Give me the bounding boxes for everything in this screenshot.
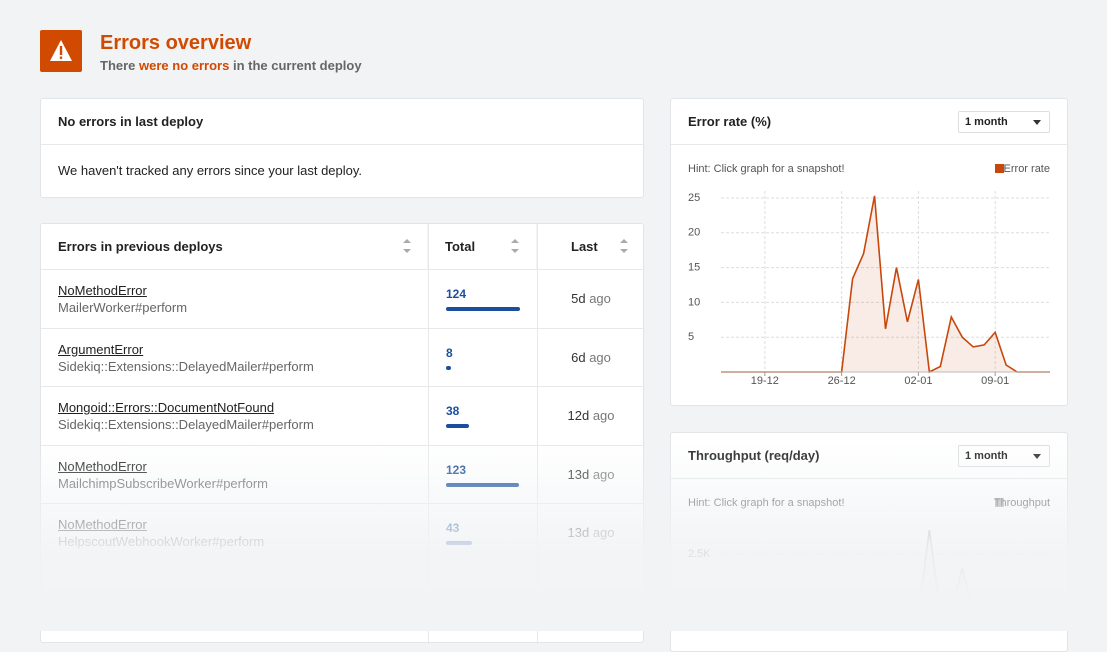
y-tick-label: 2.5K bbox=[688, 548, 711, 560]
column-header[interactable]: Total bbox=[445, 239, 476, 254]
last-deploy-panel: No errors in last deploy We haven't trac… bbox=[40, 98, 644, 198]
last-value: 12d bbox=[567, 408, 590, 423]
error-location: MailerWorker#perform bbox=[58, 300, 188, 315]
legend-label: Error rate bbox=[1004, 163, 1050, 175]
y-tick-label: 25 bbox=[688, 192, 700, 204]
line bbox=[721, 530, 1050, 613]
error-name[interactable]: ArgumentError bbox=[58, 341, 144, 357]
legend-swatch bbox=[995, 164, 1004, 173]
subtitle-text: There bbox=[100, 58, 136, 73]
warning-glyph bbox=[50, 40, 72, 61]
last-value: 13d bbox=[567, 525, 590, 540]
last-value: 5d bbox=[571, 291, 586, 306]
x-tick-label: 02-01 bbox=[904, 375, 932, 387]
y-tick-label: 20 bbox=[688, 227, 700, 239]
table-row: NoMethodError MailchimpSubscribeWorker#pe… bbox=[41, 444, 645, 504]
last-suffix: ago bbox=[589, 291, 611, 306]
total-count: 123 bbox=[446, 462, 467, 477]
panel-message: We haven't tracked any errors since your… bbox=[58, 163, 363, 178]
total-bar bbox=[446, 482, 520, 487]
page-title: Errors overview bbox=[100, 32, 252, 54]
error-location: Sidekiq::Extensions::DelayedMailer#perfo… bbox=[58, 417, 314, 432]
error-name[interactable]: NoMethodError bbox=[58, 458, 147, 474]
last-seen: 5d ago bbox=[537, 291, 645, 306]
x-tick-label: 26-12 bbox=[828, 375, 856, 387]
area bbox=[721, 195, 1050, 372]
last-suffix: ago bbox=[592, 408, 615, 423]
last-suffix: ago bbox=[592, 466, 615, 482]
range-select[interactable]: 1 month bbox=[958, 445, 1050, 467]
y-tick-label: 5 bbox=[688, 331, 694, 343]
error-rate-chart[interactable]: Hint: Click graph for a snapshot! Error r… bbox=[670, 143, 1068, 406]
panel-title: Error rate (%) bbox=[671, 99, 1067, 145]
total-count: 43 bbox=[446, 521, 460, 535]
error-location: Sidekiq::Extensions::DelayedMailer#perfo… bbox=[58, 358, 314, 374]
previous-deploys-table: Errors in previous deploys Total Last No… bbox=[40, 223, 645, 644]
total-bar bbox=[446, 424, 469, 428]
warning-icon bbox=[40, 30, 82, 72]
table-row: NoMethodError HelpscoutWebhookWorker#perf… bbox=[41, 503, 643, 562]
table-row: NoMethodError MailerWorker#perform 124 5d a… bbox=[41, 269, 643, 328]
legend-label: Throughput bbox=[994, 497, 1050, 509]
error-name[interactable]: NoMethodError bbox=[58, 517, 147, 532]
last-value: 13d bbox=[567, 466, 590, 482]
area bbox=[721, 530, 1050, 631]
last-seen: 13d ago bbox=[537, 467, 645, 482]
last-seen: 13d ago bbox=[537, 525, 645, 540]
last-seen: 6d ago bbox=[537, 350, 645, 365]
error-name[interactable]: NoMethodError bbox=[58, 283, 147, 298]
column-header[interactable]: Errors in previous deploys bbox=[58, 239, 223, 254]
last-seen: 12d ago bbox=[537, 408, 645, 423]
column-divider bbox=[428, 224, 429, 644]
throughput-chart[interactable]: Hint: Click graph for a snapshot! Through… bbox=[670, 477, 1068, 631]
last-suffix: ago bbox=[592, 525, 615, 540]
chart-hint: Hint: Click graph for a snapshot! bbox=[688, 497, 845, 509]
sort-icons bbox=[403, 224, 628, 270]
total-count: 124 bbox=[446, 287, 467, 301]
chart-hint: Hint: Click graph for a snapshot! bbox=[688, 163, 845, 175]
error-location: HelpscoutWebhookWorker#perform bbox=[58, 534, 265, 549]
last-value: 6d bbox=[571, 349, 586, 365]
x-tick-label: 09-01 bbox=[981, 375, 1009, 387]
total-bar bbox=[446, 307, 520, 311]
last-suffix: ago bbox=[589, 349, 611, 365]
table-row: ArgumentError Sidekiq::Extensions::Delaye… bbox=[41, 327, 645, 387]
y-tick-label: 10 bbox=[688, 296, 700, 308]
panel-title: No errors in last deploy bbox=[41, 99, 643, 145]
total-count: 38 bbox=[446, 404, 460, 418]
total-count: 8 bbox=[446, 345, 453, 360]
range-select[interactable]: 1 month bbox=[958, 111, 1050, 133]
x-tick-label: 19-12 bbox=[751, 375, 779, 387]
page: Errors overview There were no errors in … bbox=[0, 30, 1107, 652]
page-subtitle: There were no errors in the current depl… bbox=[100, 58, 362, 73]
column-header[interactable]: Last bbox=[571, 239, 598, 254]
subtitle-text: in the current deploy bbox=[232, 58, 362, 73]
total-bar bbox=[446, 541, 472, 545]
subtitle-highlight: were no errors bbox=[139, 58, 230, 73]
total-bar bbox=[446, 365, 451, 370]
error-rate-panel: Error rate (%) 1 month bbox=[670, 98, 1068, 406]
error-location: MailchimpSubscribeWorker#perform bbox=[58, 475, 268, 491]
error-name[interactable]: Mongoid::Errors::DocumentNotFound bbox=[58, 400, 275, 415]
y-tick-label: 15 bbox=[688, 261, 700, 273]
column-divider bbox=[537, 224, 538, 644]
